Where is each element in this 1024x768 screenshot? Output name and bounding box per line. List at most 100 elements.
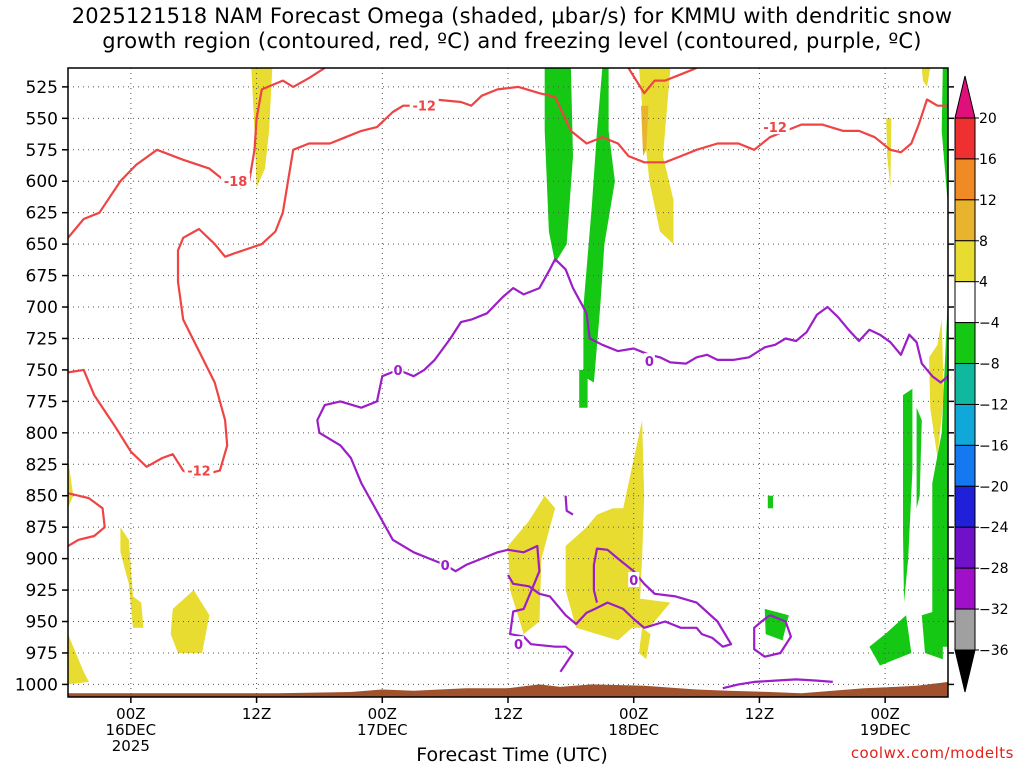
omega-region-18 — [68, 458, 74, 509]
omega-region-1 — [251, 68, 273, 188]
dgz-contour-1 — [68, 68, 326, 239]
colorbar-bin-4 — [954, 240, 976, 283]
colorbar-bin-7 — [954, 363, 976, 405]
omega-region-19 — [68, 634, 89, 685]
omega-region-8 — [579, 369, 588, 408]
y-tick-label-825: 825 — [26, 455, 58, 475]
colorbar-label-2: 12 — [979, 193, 997, 209]
colorbar-label-13: −36 — [979, 643, 1009, 659]
x-axis-label: Forecast Time (UTC) — [416, 744, 608, 766]
omega-region-10 — [929, 319, 944, 458]
colorbar-bottom-arrow — [954, 649, 976, 693]
freezing-contour-7 — [564, 495, 574, 516]
contour-label-2: -12 — [412, 100, 436, 115]
plot-area: -18 -12 -12 -12 0 0 0 0 0 — [68, 68, 948, 697]
contour-label-8: 0 — [629, 574, 638, 589]
colorbar-top-arrow — [954, 75, 976, 119]
freezing-contour-2 — [481, 544, 575, 673]
y-tick-label-900: 900 — [26, 550, 58, 570]
omega-region-20 — [120, 527, 144, 628]
y-tick-label-1000: 1000 — [15, 675, 58, 695]
y-tick-label-850: 850 — [26, 487, 58, 507]
y-tick-label-800: 800 — [26, 424, 58, 444]
colorbar-bin-1 — [954, 117, 976, 160]
chart-title-line2: growth region (contoured, red, ºC) and f… — [102, 29, 922, 53]
terrain-fill — [68, 681, 948, 697]
x-tick-label-78-0: 00Z — [870, 705, 899, 723]
contour-label-6: 0 — [441, 559, 450, 574]
x-tick-label-78-1: 19DEC — [860, 721, 911, 739]
contour-label-bg-1 — [221, 173, 251, 189]
colorbar-label-10: −24 — [979, 520, 1009, 536]
colorbar-label-6: −8 — [979, 357, 1000, 373]
x-tick-label-18-0: 12Z — [242, 705, 271, 723]
omega-region-6 — [544, 68, 573, 263]
x-tick-label-6-2: 2025 — [112, 737, 150, 755]
x-tick-label-30-0: 00Z — [368, 705, 397, 723]
colorbar-label-9: −20 — [979, 479, 1009, 495]
y-tick-label-975: 975 — [26, 644, 58, 664]
x-tick-label-6-0: 00Z — [116, 705, 145, 723]
omega-region-17 — [767, 495, 773, 509]
omega-region-14 — [869, 615, 912, 666]
colorbar-bin-10 — [954, 485, 976, 528]
contour-label-bg-6 — [439, 556, 451, 572]
y-tick-label-550: 550 — [26, 109, 58, 129]
omega-region-3 — [641, 105, 649, 157]
y-tick-label-525: 525 — [26, 78, 58, 98]
y-tick-label-700: 700 — [26, 298, 58, 318]
y-tick-label-575: 575 — [26, 141, 58, 161]
colorbar-label-3: 8 — [979, 234, 988, 250]
colorbar-bin-8 — [954, 403, 976, 446]
contour-label-4: -12 — [763, 121, 787, 136]
omega-region-12 — [903, 388, 913, 603]
freezing-contour-3 — [316, 258, 948, 566]
contour-label-bg-7 — [643, 353, 655, 369]
omega-region-25 — [639, 627, 651, 660]
omega-region-15 — [921, 608, 943, 660]
contour-label-bg-2 — [409, 97, 439, 113]
freezing-contour-6 — [722, 678, 833, 690]
contour-label-9: 0 — [514, 638, 523, 653]
contour-label-bg-5 — [392, 361, 404, 377]
omega-region-16 — [764, 608, 789, 641]
colorbar-label-1: 16 — [979, 152, 997, 168]
omega-region-21 — [170, 590, 210, 653]
y-tick-label-725: 725 — [26, 329, 58, 349]
dgz-contour-3 — [68, 492, 106, 547]
contour-label-1: -18 — [224, 175, 248, 190]
colorbar-label-5: −4 — [979, 316, 1000, 332]
contour-label-bg-8 — [628, 572, 640, 588]
y-tick-label-925: 925 — [26, 581, 58, 601]
y-tick-label-775: 775 — [26, 392, 58, 412]
colorbar-label-12: −32 — [979, 602, 1009, 618]
omega-region-13 — [916, 407, 922, 509]
colorbar-bin-6 — [954, 322, 976, 365]
contour-label-5: 0 — [393, 364, 402, 379]
x-tick-label-54-0: 00Z — [619, 705, 648, 723]
omega-region-11 — [932, 294, 948, 647]
y-tick-label-950: 950 — [26, 613, 58, 633]
y-tick-label-600: 600 — [26, 172, 58, 192]
colorbar-label-11: −28 — [979, 561, 1009, 577]
colorbar-label-4: 4 — [979, 275, 988, 291]
colorbar-bin-3 — [954, 199, 976, 242]
chart-title: 2025121518 NAM Forecast Omega (shaded, μ… — [0, 4, 1024, 54]
y-tick-label-750: 750 — [26, 361, 58, 381]
colorbar-bin-11 — [954, 526, 976, 569]
y-tick-label-625: 625 — [26, 204, 58, 224]
colorbar-label-0: 20 — [979, 111, 997, 127]
freezing-contour-1 — [507, 547, 733, 648]
y-tick-label-875: 875 — [26, 518, 58, 538]
omega-region-23 — [565, 420, 645, 641]
omega-region-4 — [921, 68, 931, 87]
colorbar-bin-9 — [954, 444, 976, 487]
x-tick-label-42-0: 12Z — [493, 705, 522, 723]
freezing-contour-5 — [753, 614, 793, 658]
omega-region-22 — [508, 495, 556, 635]
contour-label-3: -12 — [187, 465, 211, 480]
colorbar-bin-13 — [954, 608, 976, 651]
x-tick-label-54-1: 18DEC — [608, 721, 659, 739]
colorbar-bin-2 — [954, 158, 976, 201]
